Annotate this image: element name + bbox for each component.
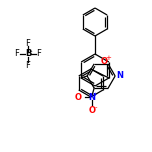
Text: N: N xyxy=(89,93,96,102)
Text: F: F xyxy=(26,38,30,47)
Text: +: + xyxy=(105,55,111,61)
Text: N: N xyxy=(117,71,124,81)
Text: O: O xyxy=(75,93,82,102)
Text: F: F xyxy=(15,50,19,59)
Text: O: O xyxy=(89,106,96,115)
Text: -: - xyxy=(95,104,97,110)
Text: -: - xyxy=(30,48,32,54)
Text: F: F xyxy=(37,50,41,59)
Text: +: + xyxy=(93,92,98,97)
Text: F: F xyxy=(26,60,30,69)
Text: O: O xyxy=(100,57,107,66)
Text: B: B xyxy=(25,50,31,59)
